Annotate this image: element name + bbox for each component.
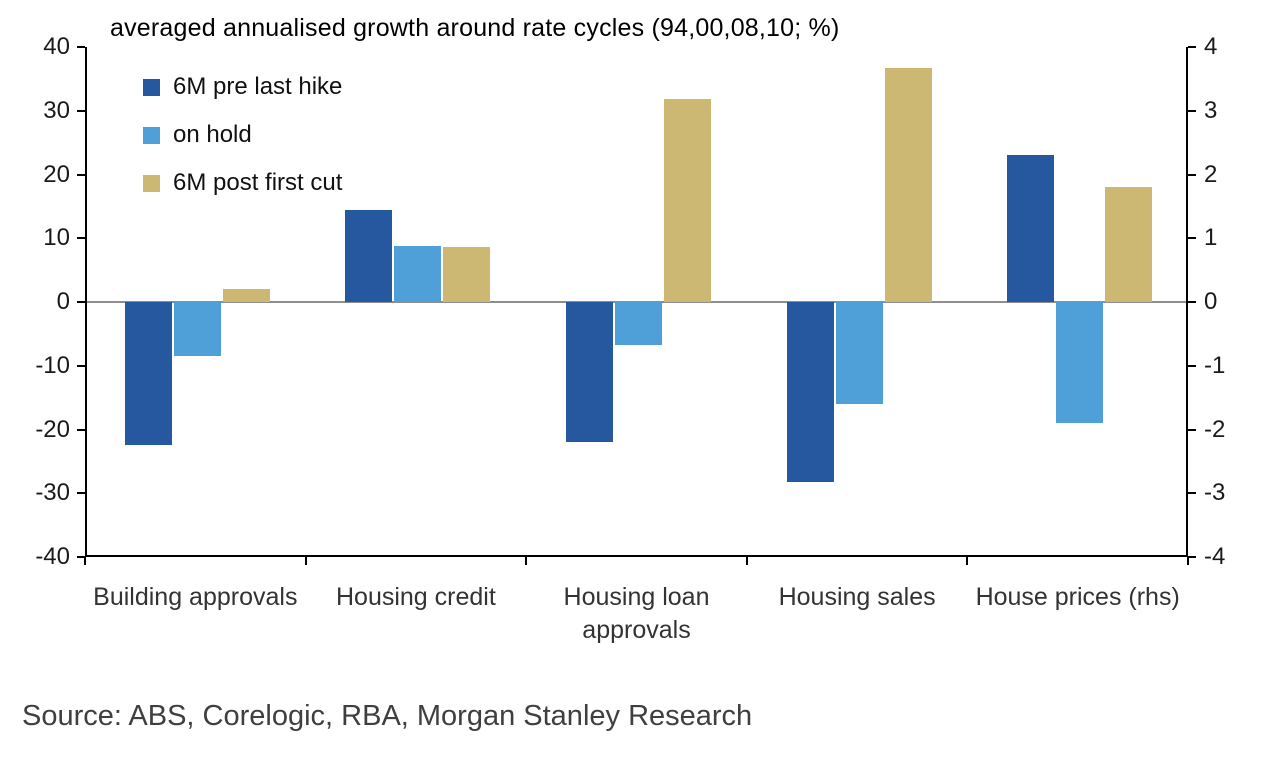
category-label-house-prices-rhs: House prices (rhs) — [975, 583, 1180, 611]
legend-label: 6M pre last hike — [173, 73, 343, 100]
right-axis-label: 0 — [1204, 288, 1218, 315]
right-axis-label: -4 — [1204, 543, 1226, 570]
bar-on-hold-housing-loan-approvals — [615, 302, 662, 346]
left-axis-label: -30 — [35, 479, 70, 507]
legend-item-on-hold: on hold — [143, 121, 342, 149]
right-axis-label: -1 — [1204, 351, 1226, 379]
right-axis-tick — [1188, 556, 1196, 558]
bar-6m-post-first-cut-housing-sales — [884, 68, 932, 302]
category-label-building-approvals: Building approvals — [93, 583, 298, 611]
left-axis-tick — [77, 428, 85, 431]
source-note: Source: ABS, Corelogic, RBA, Morgan Stan… — [22, 700, 753, 732]
left-axis-label: 0 — [56, 288, 70, 315]
left-axis-label: -40 — [35, 543, 70, 570]
left-axis-tick — [77, 364, 85, 367]
right-axis-label: -2 — [1204, 415, 1226, 443]
chart-title: averaged annualised growth around rate c… — [110, 14, 840, 42]
bar-on-hold-house-prices-rhs — [1056, 302, 1104, 424]
bottom-axis-tick — [1187, 557, 1189, 565]
left-axis-tick — [77, 46, 85, 48]
category-label-housing-credit: Housing credit — [335, 583, 496, 611]
bar-on-hold-housing-sales — [835, 302, 883, 404]
bar-6m-pre-last-hike-housing-sales — [786, 302, 834, 482]
legend: 6M pre last hike on hold 6M post first cut — [143, 73, 342, 197]
right-axis-tick — [1188, 364, 1196, 367]
bar-6m-post-first-cut-housing-loan-approvals — [664, 99, 711, 302]
right-axis-tick — [1188, 109, 1196, 112]
right-axis-tick — [1188, 237, 1196, 240]
left-axis-label: 30 — [43, 96, 70, 124]
left-axis-label: 10 — [43, 224, 70, 252]
right-axis-tick — [1188, 301, 1196, 303]
right-axis-tick — [1188, 492, 1196, 495]
legend-swatch-icon — [143, 78, 160, 96]
left-axis-label: 40 — [43, 33, 70, 60]
left-axis-tick — [77, 492, 85, 495]
left-axis-tick — [77, 301, 85, 303]
legend-swatch-icon — [143, 174, 160, 192]
left-axis-label: -10 — [35, 351, 70, 379]
bar-on-hold-building-approvals — [173, 302, 221, 357]
right-axis-label: 3 — [1204, 96, 1218, 124]
right-axis-tick — [1188, 428, 1196, 431]
left-axis-tick — [77, 237, 85, 240]
right-axis-label: 1 — [1204, 224, 1218, 252]
bottom-axis-tick — [84, 557, 86, 565]
bar-6m-post-first-cut-house-prices-rhs — [1105, 187, 1153, 302]
left-axis-tick — [77, 556, 85, 558]
right-axis-label: 2 — [1204, 160, 1218, 188]
bottom-axis-tick — [966, 557, 969, 565]
bar-on-hold-housing-credit — [394, 245, 442, 302]
bar-6m-pre-last-hike-house-prices-rhs — [1007, 155, 1055, 302]
bar-6m-post-first-cut-building-approvals — [222, 289, 270, 302]
legend-label: 6M post first cut — [173, 169, 343, 196]
right-axis-label: -3 — [1204, 479, 1226, 507]
right-axis-tick — [1188, 46, 1196, 48]
bottom-axis-tick — [525, 557, 528, 565]
right-axis-tick — [1188, 173, 1196, 176]
left-axis-tick — [77, 173, 85, 176]
legend-swatch-icon — [143, 126, 160, 144]
category-label-housing-sales: Housing sales — [778, 583, 936, 611]
bottom-axis-tick — [745, 557, 748, 565]
legend-item-6m-pre-last-hike: 6M pre last hike — [143, 73, 342, 101]
category-label-housing-loan-approvals: Housing loan approvals — [563, 583, 710, 644]
legend-item-6m-post-first-cut: 6M post first cut — [143, 169, 342, 197]
plot-area: 6M pre last hike on hold 6M post first cut — [85, 47, 1188, 557]
legend-label: on hold — [173, 121, 252, 148]
bottom-axis-tick — [304, 557, 307, 565]
bar-6m-pre-last-hike-building-approvals — [124, 302, 172, 446]
bar-6m-post-first-cut-housing-credit — [443, 246, 491, 302]
right-axis-label: 4 — [1204, 33, 1218, 60]
bar-6m-pre-last-hike-housing-loan-approvals — [566, 302, 613, 443]
left-axis-label: 20 — [43, 160, 70, 188]
left-axis-tick — [77, 109, 85, 112]
left-axis-label: -20 — [35, 415, 70, 443]
bar-6m-pre-last-hike-housing-credit — [345, 209, 393, 302]
